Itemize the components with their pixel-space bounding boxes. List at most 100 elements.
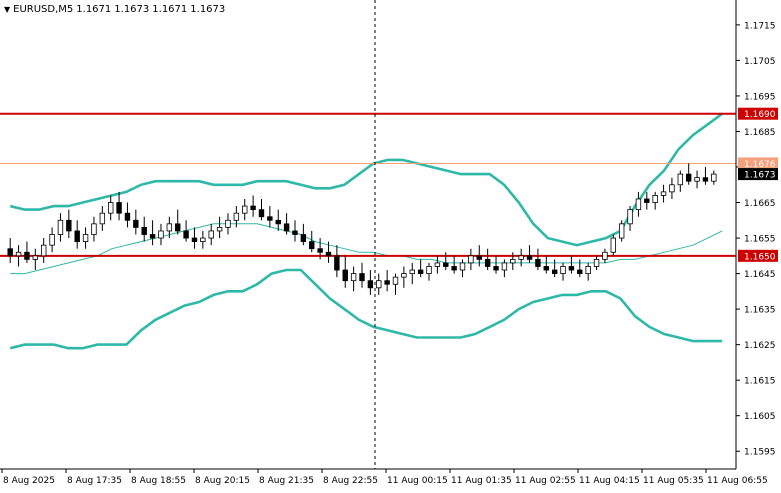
candle (602, 248, 608, 263)
candle-body (543, 266, 549, 271)
x-tick-label: 8 Aug 2025 (3, 476, 55, 486)
candle-body (644, 198, 650, 203)
candle-body (535, 258, 541, 267)
y-tick-label: 1.1655 (744, 235, 776, 245)
candle (74, 220, 80, 249)
candle (535, 248, 541, 271)
candle (610, 234, 616, 256)
candle-body (225, 219, 231, 228)
candle-body (669, 184, 675, 193)
candle-body (108, 202, 114, 214)
candle-body (476, 255, 482, 260)
candle-body (158, 230, 164, 239)
candle (627, 206, 633, 231)
low-value: 1.1671 (152, 4, 188, 15)
candle (15, 245, 22, 267)
candle (644, 191, 650, 210)
candle-body (367, 280, 374, 289)
candle-body (242, 205, 248, 214)
candle (82, 227, 89, 249)
candle-body (384, 280, 390, 285)
candle (141, 216, 147, 242)
candle-body (309, 241, 315, 250)
candle-body (200, 237, 206, 243)
candle (275, 209, 281, 231)
current-price-tag-text: 1.1673 (744, 171, 776, 181)
candle (317, 238, 323, 260)
candle-body (518, 255, 524, 260)
candle-body (66, 219, 72, 232)
candle-body (283, 223, 290, 232)
candle (283, 213, 290, 235)
candle-body (91, 223, 97, 235)
candle (677, 170, 684, 192)
y-tick-label: 1.1625 (744, 341, 776, 351)
candle (334, 245, 340, 278)
candle-body (300, 234, 307, 243)
candle-body (401, 273, 407, 278)
candle (175, 209, 181, 235)
candle-body (392, 276, 399, 285)
candle (24, 241, 30, 263)
y-tick-label: 1.1645 (744, 270, 776, 280)
candle-body (409, 269, 415, 274)
candle (66, 209, 72, 239)
candle-body (451, 266, 457, 271)
candle (685, 163, 692, 185)
candle (250, 195, 256, 217)
candle (384, 270, 390, 292)
candle-body (32, 255, 39, 260)
candle-body (124, 212, 131, 221)
candle-body (417, 269, 424, 274)
current-price-tag-bg (738, 168, 778, 181)
x-tick-label: 11 Aug 02:55 (515, 476, 576, 486)
candle (32, 248, 39, 271)
candle-body (116, 202, 122, 214)
candle-body (7, 248, 13, 257)
candle-body (216, 226, 223, 232)
candle-body (317, 248, 323, 253)
y-tick-label: 1.1705 (744, 57, 776, 67)
candle-body (24, 251, 30, 260)
candle (409, 262, 415, 285)
dropdown-triangle-icon[interactable]: ▼ (4, 5, 11, 14)
candle-body (292, 230, 298, 235)
candle (501, 259, 508, 278)
x-tick-label: 11 Aug 04:15 (579, 476, 640, 486)
candle-body (618, 223, 625, 239)
chart-title-bar: ▼ EURUSD,M5 1.1671 1.1673 1.1671 1.1673 (4, 4, 228, 15)
candle (711, 170, 717, 185)
candle (200, 230, 206, 249)
candle-body (585, 266, 591, 274)
price-tag-1.1690: 1.1690 (738, 107, 778, 120)
candle-body (510, 258, 516, 264)
candle (426, 262, 432, 281)
candle (208, 223, 214, 246)
candle-body (334, 255, 340, 271)
candle (376, 273, 382, 295)
candle (518, 248, 524, 267)
candle-body (376, 280, 382, 289)
candle-body (275, 219, 281, 225)
candle-body (426, 266, 432, 274)
candle (493, 255, 499, 274)
candle-body (175, 223, 181, 232)
candle (551, 259, 558, 278)
x-tick-label: 8 Aug 21:35 (259, 476, 314, 486)
candle (618, 220, 625, 242)
candle-body (267, 216, 273, 221)
candle-body (694, 177, 700, 182)
candle-body (359, 273, 365, 282)
candle (560, 262, 566, 281)
price-tag-1.1676: 1.1676 (738, 157, 778, 170)
candle-body (57, 219, 64, 235)
candle (40, 238, 47, 263)
x-tick-label: 11 Aug 00:15 (387, 476, 448, 486)
price-tag-1.1676-bg (738, 157, 778, 170)
candle (392, 273, 399, 295)
candle (652, 191, 658, 210)
candle-body (133, 219, 139, 228)
candle (258, 198, 265, 221)
